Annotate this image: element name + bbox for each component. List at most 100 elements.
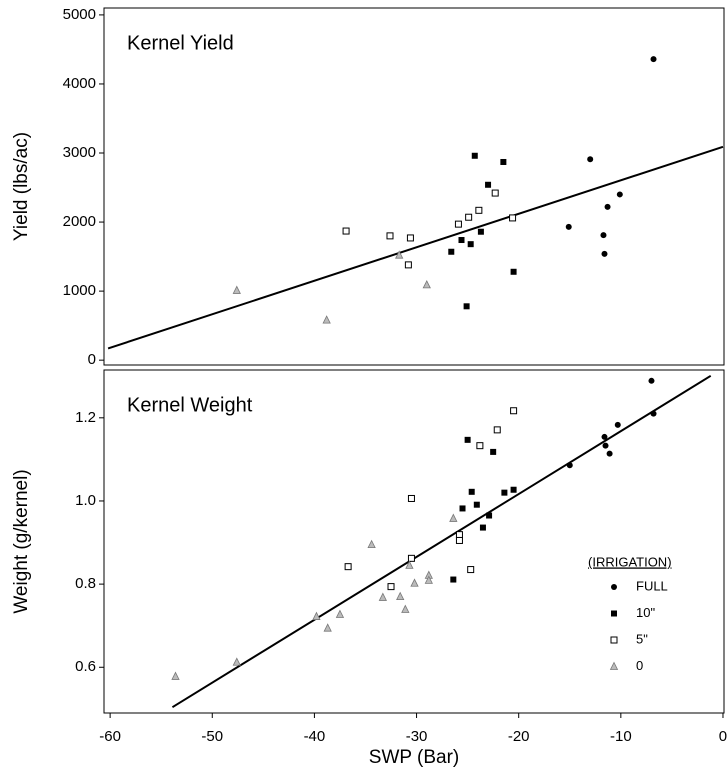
point <box>386 232 394 240</box>
point <box>406 234 414 242</box>
y-tick-label: 0.8 <box>75 575 96 592</box>
point <box>650 56 657 63</box>
x-tick-label: -20 <box>508 728 530 745</box>
point <box>477 228 484 235</box>
point <box>475 206 483 214</box>
point <box>650 410 657 417</box>
legend-title: (IRRIGATION) <box>588 554 672 569</box>
point <box>424 575 433 584</box>
point <box>510 268 517 275</box>
legend-marker <box>611 584 617 590</box>
y-tick-label: 1000 <box>63 282 96 299</box>
point <box>459 505 466 512</box>
point <box>479 524 486 531</box>
x-tick-label: 0 <box>719 728 727 745</box>
point <box>312 611 321 620</box>
point <box>323 623 332 632</box>
panel-title: Kernel Weight <box>127 394 253 416</box>
series <box>171 513 458 680</box>
point <box>401 604 410 613</box>
point <box>616 191 623 198</box>
point <box>501 489 508 496</box>
point <box>476 442 484 450</box>
x-tick-label: -40 <box>304 728 326 745</box>
point <box>602 442 609 449</box>
y-tick-label: 1.2 <box>75 409 96 426</box>
point <box>342 227 350 235</box>
point <box>510 407 518 415</box>
point <box>604 203 611 210</box>
trend-line <box>171 374 712 709</box>
point <box>490 448 497 455</box>
point <box>601 433 608 440</box>
point <box>378 592 387 601</box>
point <box>322 315 331 324</box>
point <box>396 591 405 600</box>
point <box>455 536 463 544</box>
y-tick-label: 3000 <box>63 144 96 161</box>
y-tick-label: 0.6 <box>75 658 96 675</box>
point <box>448 248 455 255</box>
point <box>367 539 376 549</box>
point <box>467 566 475 574</box>
point <box>387 583 395 591</box>
legend-label: 0 <box>636 658 643 673</box>
point <box>407 494 415 502</box>
point <box>344 563 352 571</box>
point <box>491 189 499 197</box>
legend-marker <box>610 636 618 644</box>
legend-label: FULL <box>636 578 668 593</box>
series <box>450 436 517 583</box>
point <box>486 512 493 519</box>
series <box>566 377 657 469</box>
point <box>471 152 478 159</box>
plot-frame <box>103 369 725 714</box>
point <box>464 436 471 443</box>
point <box>566 462 573 469</box>
point <box>405 560 414 569</box>
point <box>463 303 470 310</box>
legend-label: 10" <box>636 605 655 620</box>
point <box>232 285 241 294</box>
point <box>500 158 507 165</box>
point <box>473 501 480 508</box>
legend-label: 5" <box>636 631 648 646</box>
point <box>404 261 412 269</box>
point <box>606 450 613 457</box>
point <box>468 488 475 495</box>
y-axis-label: Weight (g/kernel) <box>11 469 32 613</box>
point <box>407 554 415 562</box>
panel-title: Kernel Yield <box>127 32 234 54</box>
y-tick-label: 4000 <box>63 75 96 92</box>
point <box>485 181 492 188</box>
y-tick-label: 2000 <box>63 213 96 230</box>
point <box>601 250 608 257</box>
x-tick-label: -60 <box>99 728 121 745</box>
point <box>648 377 655 384</box>
point <box>600 232 607 239</box>
x-axis-label: SWP (Bar) <box>369 747 459 768</box>
series <box>232 250 431 324</box>
point <box>422 280 431 289</box>
x-tick-label: -50 <box>201 728 223 745</box>
point <box>232 657 241 666</box>
point <box>565 223 572 230</box>
point <box>395 250 404 259</box>
point <box>458 237 465 244</box>
y-tick-label: 5000 <box>63 6 96 23</box>
x-tick-label: -10 <box>610 728 632 745</box>
trend-line <box>107 145 724 350</box>
point <box>171 671 180 680</box>
point <box>510 486 517 493</box>
point <box>335 609 345 618</box>
legend-marker <box>609 661 619 670</box>
y-tick-label: 0 <box>88 351 96 368</box>
x-tick-label: -30 <box>406 728 428 745</box>
series <box>344 407 518 591</box>
y-axis-label: Yield (lbs/ac) <box>11 132 32 241</box>
y-tick-label: 1.0 <box>75 492 96 509</box>
series <box>565 56 657 257</box>
legend-marker <box>611 610 617 617</box>
